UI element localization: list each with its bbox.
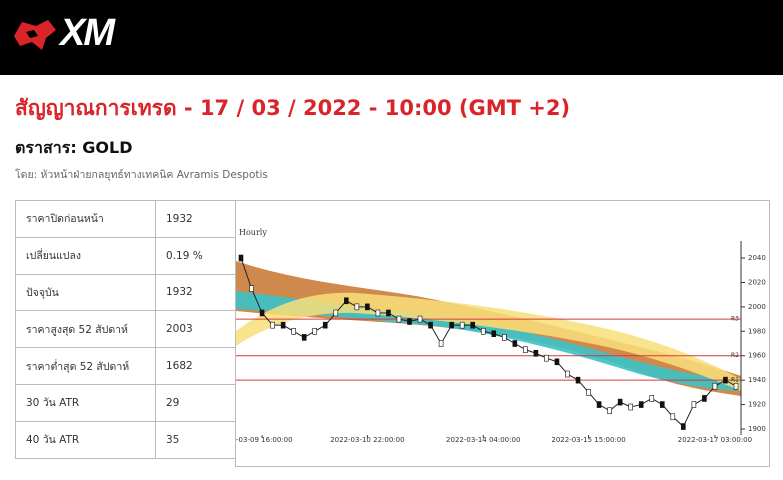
stat-label: ปัจจุบัน [15, 273, 156, 312]
band-decor [236, 291, 741, 391]
level-label: R3 [731, 316, 739, 323]
table-row: 30 วัน ATR 29 [15, 383, 236, 422]
table-row: ราคาปิดก่อนหน้า 1932 [15, 200, 236, 238]
table-row: ราคาสูงสุด 52 สัปดาห์ 2003 [15, 310, 236, 349]
x-tick-label: 2022-03-10 22:00:00 [330, 436, 404, 444]
price-candle [407, 318, 412, 325]
price-candle [291, 327, 296, 335]
price-candle [691, 401, 697, 408]
price-candle [523, 346, 528, 353]
price-candle [565, 370, 570, 378]
stat-value: 29 [155, 383, 236, 422]
stat-label: 40 วัน ATR [15, 420, 156, 459]
price-candle [533, 349, 539, 357]
stat-value: 1932 [155, 200, 236, 238]
table-row: ราคาต่ำสุด 52 สัปดาห์ 1682 [15, 347, 236, 385]
price-candle [249, 285, 254, 292]
price-candle [259, 309, 265, 317]
x-tick-label: 2022-03-17 03:00:00 [678, 436, 752, 444]
price-candle [396, 315, 402, 323]
price-candle [344, 297, 349, 305]
stat-label: ราคาต่ำสุด 52 สัปดาห์ [15, 347, 156, 385]
x-tick-label: 2-03-09 16:00:00 [235, 436, 293, 444]
logo: XM [60, 12, 115, 54]
price-candle [449, 321, 454, 329]
chart-title: Hourly [239, 228, 267, 237]
y-tick-label: 1940 [748, 376, 766, 384]
stat-value: 1932 [155, 273, 236, 312]
table-row: เปลี่ยนแปลง 0.19 % [15, 236, 236, 275]
price-candle [470, 321, 476, 329]
price-candle [312, 327, 318, 335]
x-tick-label: 2022-03-15 15:00:00 [551, 436, 625, 444]
price-candle [544, 354, 549, 362]
price-candle [459, 321, 465, 329]
stats-table: ราคาปิดก่อนหน้า 1932 เปลี่ยนแปลง 0.19 % ปัจจ… [15, 200, 236, 459]
price-candle [607, 407, 612, 414]
stat-label: ราคาสูงสุด 52 สัปดาห์ [15, 310, 156, 349]
price-candle [586, 389, 591, 396]
price-candle [270, 321, 275, 329]
instrument: ตราสาร: GOLD [15, 138, 133, 157]
y-tick-label: 1900 [748, 425, 766, 433]
price-candle [354, 303, 360, 311]
price-candle [554, 358, 560, 366]
price-candle [333, 309, 339, 317]
y-tick-label: 2020 [748, 278, 766, 286]
price-candle [733, 382, 739, 390]
title: สัญญาณการเทรด - 17 / 03 / 2022 - 10:00 (… [15, 96, 571, 120]
stat-value: 1682 [155, 347, 236, 385]
price-candle [670, 413, 676, 421]
price-candle [438, 340, 444, 347]
stat-value: 2003 [155, 310, 236, 349]
table-row: ปัจจุบัน 1932 [15, 273, 236, 312]
stat-label: ราคาปิดก่อนหน้า [15, 200, 156, 238]
table-row: 40 วัน ATR 35 [15, 420, 236, 459]
y-tick-label: 1980 [748, 327, 766, 335]
price-candle [575, 376, 581, 384]
level-label: R2 [731, 352, 739, 359]
chart: Hourly 1900 1920 1940 1960 1980 2000 2020 2040 R3… [235, 200, 770, 467]
price-candle [480, 327, 486, 335]
stat-value: 0.19 % [155, 236, 236, 275]
x-tick-label: 2022-03-14 04:00:00 [446, 436, 520, 444]
logo-icon [14, 20, 56, 50]
price-candle [512, 340, 518, 347]
price-candle [417, 315, 423, 323]
band-decor [236, 292, 741, 391]
price-candle [301, 334, 307, 341]
y-tick-label: 2040 [748, 254, 766, 262]
price-candle [681, 423, 686, 430]
y-tick-label: 1920 [748, 401, 766, 409]
y-tick-label: 1960 [748, 352, 766, 360]
header-bar: XM [0, 0, 783, 75]
stat-label: เปลี่ยนแปลง [15, 236, 156, 275]
price-candle [501, 334, 507, 341]
price-candle [628, 403, 633, 411]
price-candle [659, 401, 665, 408]
price-candle [649, 395, 655, 402]
stat-label: 30 วัน ATR [15, 383, 156, 422]
author: โดย: หัวหน้าฝ่ายกลยุทธ์ทางเทคนิค Avramis… [15, 169, 268, 181]
price-candle [723, 376, 728, 384]
price-candle [238, 254, 244, 262]
price-candle [491, 330, 497, 338]
price-candle [280, 321, 286, 329]
price-candle [365, 303, 370, 311]
y-tick-label: 2000 [748, 303, 766, 311]
price-candle [638, 401, 644, 408]
price-candle [386, 309, 391, 317]
price-candle [375, 309, 381, 317]
price-candle [596, 401, 602, 408]
price-candle [702, 395, 707, 402]
price-candle [712, 382, 718, 390]
price-candle [617, 398, 623, 406]
stat-value: 35 [155, 420, 236, 459]
price-candle [428, 321, 433, 329]
level-label: R1 [731, 377, 739, 384]
price-candle [322, 321, 328, 329]
